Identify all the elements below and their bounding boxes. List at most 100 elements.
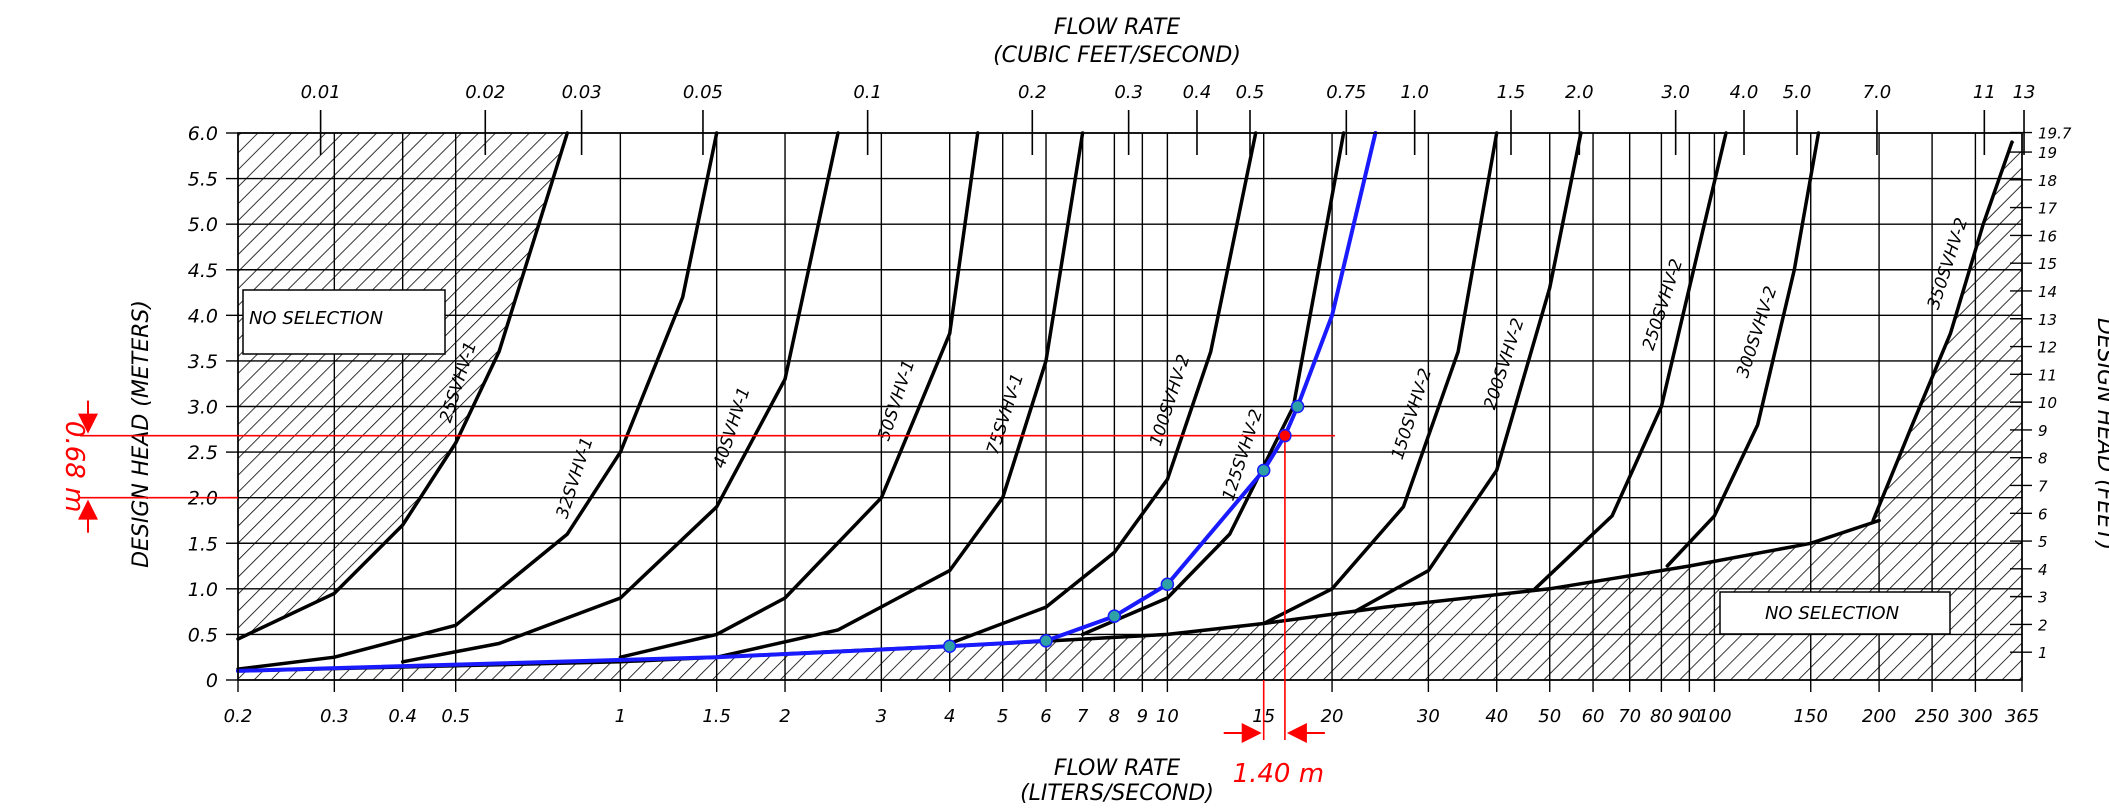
right-tick-label: 5 — [2038, 533, 2048, 551]
bottom-tick-label: 0.5 — [441, 706, 470, 727]
operating-point-marker — [1160, 577, 1175, 592]
bottom-tick-label: 4 — [944, 706, 955, 727]
right-tick-label: 17 — [2038, 200, 2058, 218]
operating-point-marker — [1256, 463, 1271, 478]
bottom-tick-label: 60 — [1582, 706, 1605, 727]
right-tick-label: 10 — [2038, 394, 2057, 412]
bottom-tick-label: 9 — [1137, 706, 1148, 727]
curve-label: 125SVHV-2 — [1219, 407, 1267, 503]
bottom-tick-label: 1 — [615, 706, 626, 727]
no-selection-box-right — [1719, 591, 1951, 635]
bottom-tick-label: 0.2 — [224, 706, 253, 727]
pump-curve-line — [1352, 131, 1583, 614]
top-tick-label: 0.05 — [683, 82, 723, 103]
top-tick-label: 0.75 — [1326, 82, 1366, 103]
top-tick-label: 1.5 — [1497, 82, 1526, 103]
pump-curve-line — [1665, 131, 1821, 568]
left-tick-label: 1.0 — [188, 579, 218, 601]
top-tick-label: 0.02 — [465, 82, 505, 103]
no-selection-boxes: NO SELECTION NO SELECTION — [242, 289, 1951, 635]
pump-curve-line — [1871, 140, 2014, 523]
bottom-tick-label: 250 — [1915, 706, 1949, 727]
no-selection-box-left — [242, 289, 446, 355]
left-tick-label: 4.0 — [188, 305, 218, 327]
right-tick-label: 13 — [2038, 311, 2057, 329]
right-tick-label: 15 — [2038, 255, 2057, 273]
top-tick-label: 0.01 — [301, 82, 341, 103]
flow-arrowhead-left — [1241, 723, 1262, 743]
bottom-tick-label: 80 — [1650, 706, 1673, 727]
annotations: 0.68 m 1.40 m — [59, 400, 1335, 789]
left-tick-label: 2.5 — [188, 442, 218, 464]
pump-curve-line — [236, 131, 570, 641]
head-arrowhead-bottom — [78, 499, 98, 520]
left-tick-label: 5.0 — [188, 214, 218, 236]
bottom-tick-label: 7 — [1077, 706, 1089, 727]
bottom-tick-label: 10 — [1156, 706, 1179, 727]
bottom-tick-label: 90 — [1678, 706, 1701, 727]
right-axis-title: DESIGN HEAD (FEET) — [2092, 318, 2109, 550]
top-axis-title: FLOW RATE — [1054, 15, 1180, 40]
operating-point-marker — [942, 639, 957, 654]
right-tick-label: 3 — [2038, 589, 2048, 607]
bottom-tick-label: 150 — [1794, 706, 1828, 727]
right-tick-label: 16 — [2038, 227, 2057, 245]
grid — [237, 132, 2023, 681]
left-axis-title: DESIGN HEAD (METERS) — [129, 300, 154, 568]
curve-label: 100SVHV-2 — [1146, 352, 1194, 448]
pump-curve-line — [1080, 131, 1346, 637]
bottom-tick-label: 200 — [1862, 706, 1896, 727]
bottom-axis-title: FLOW RATE — [1054, 756, 1180, 781]
right-tick-label: 12 — [2038, 339, 2057, 357]
pump-curve-line — [400, 131, 840, 664]
top-tick-label: 0.5 — [1236, 82, 1265, 103]
top-tick-label: 11 — [1973, 82, 1996, 103]
curve-label: 250SVHV-2 — [1639, 257, 1687, 353]
bottom-tick-label: 6 — [1040, 706, 1051, 727]
left-tick-label: 0.5 — [188, 624, 218, 646]
right-tick-label: 8 — [2038, 450, 2048, 468]
bottom-tick-label: 0.4 — [388, 706, 417, 727]
top-tick-label: 4.0 — [1730, 82, 1759, 103]
bottom-tick-label: 365 — [2005, 706, 2039, 727]
markers — [942, 399, 1305, 654]
bottom-tick-label: 20 — [1321, 706, 1344, 727]
top-axis-subtitle: (CUBIC FEET/SECOND) — [993, 43, 1241, 68]
bottom-tick-label: 1.5 — [702, 706, 731, 727]
bottom-tick-label: 30 — [1417, 706, 1440, 727]
right-tick-label: 9 — [2038, 422, 2048, 440]
bottom-tick-label: 5 — [997, 706, 1008, 727]
right-tick-label: 2 — [2038, 616, 2048, 634]
pump-curve-line — [714, 131, 1085, 659]
head-arrowhead-top — [78, 413, 98, 434]
right-tick-label: 19 — [2038, 144, 2057, 162]
bottom-tick-label: 8 — [1109, 706, 1120, 727]
top-tick-label: 0.3 — [1114, 82, 1143, 103]
bottom-tick-label: 100 — [1697, 706, 1731, 727]
left-tick-label: 2.0 — [188, 488, 218, 510]
top-tick-label: 5.0 — [1783, 82, 1812, 103]
top-tick-label: 7.0 — [1863, 82, 1892, 103]
right-tick-label: 19.7 — [2038, 125, 2072, 143]
pump-curve-line — [236, 131, 719, 671]
operating-point-marker — [1290, 399, 1305, 414]
top-tick-label: 1.0 — [1400, 82, 1429, 103]
bottom-tick-label: 300 — [1958, 706, 1992, 727]
bottom-tick-label: 0.3 — [320, 706, 349, 727]
top-tick-label: 0.4 — [1183, 82, 1212, 103]
operating-point-marker — [1039, 634, 1053, 648]
pump-curve-line — [1533, 131, 1728, 591]
operating-point-marker — [1278, 428, 1292, 443]
curve-label: 32SVHV-1 — [553, 435, 598, 521]
curve-label: 200SVHV-2 — [1480, 316, 1528, 412]
bottom-tick-label: 2 — [779, 706, 790, 727]
head-value-label: 0.68 m — [59, 421, 89, 512]
pump-curve-line — [1261, 131, 1499, 626]
flow-value-label: 1.40 m — [1233, 759, 1324, 789]
right-tick-label: 6 — [2038, 505, 2048, 523]
flow-arrowhead-right — [1286, 723, 1307, 743]
top-tick-label: 0.2 — [1018, 82, 1047, 103]
right-tick-label: 14 — [2038, 283, 2057, 301]
curve-label: 300SVHV-2 — [1733, 284, 1781, 380]
